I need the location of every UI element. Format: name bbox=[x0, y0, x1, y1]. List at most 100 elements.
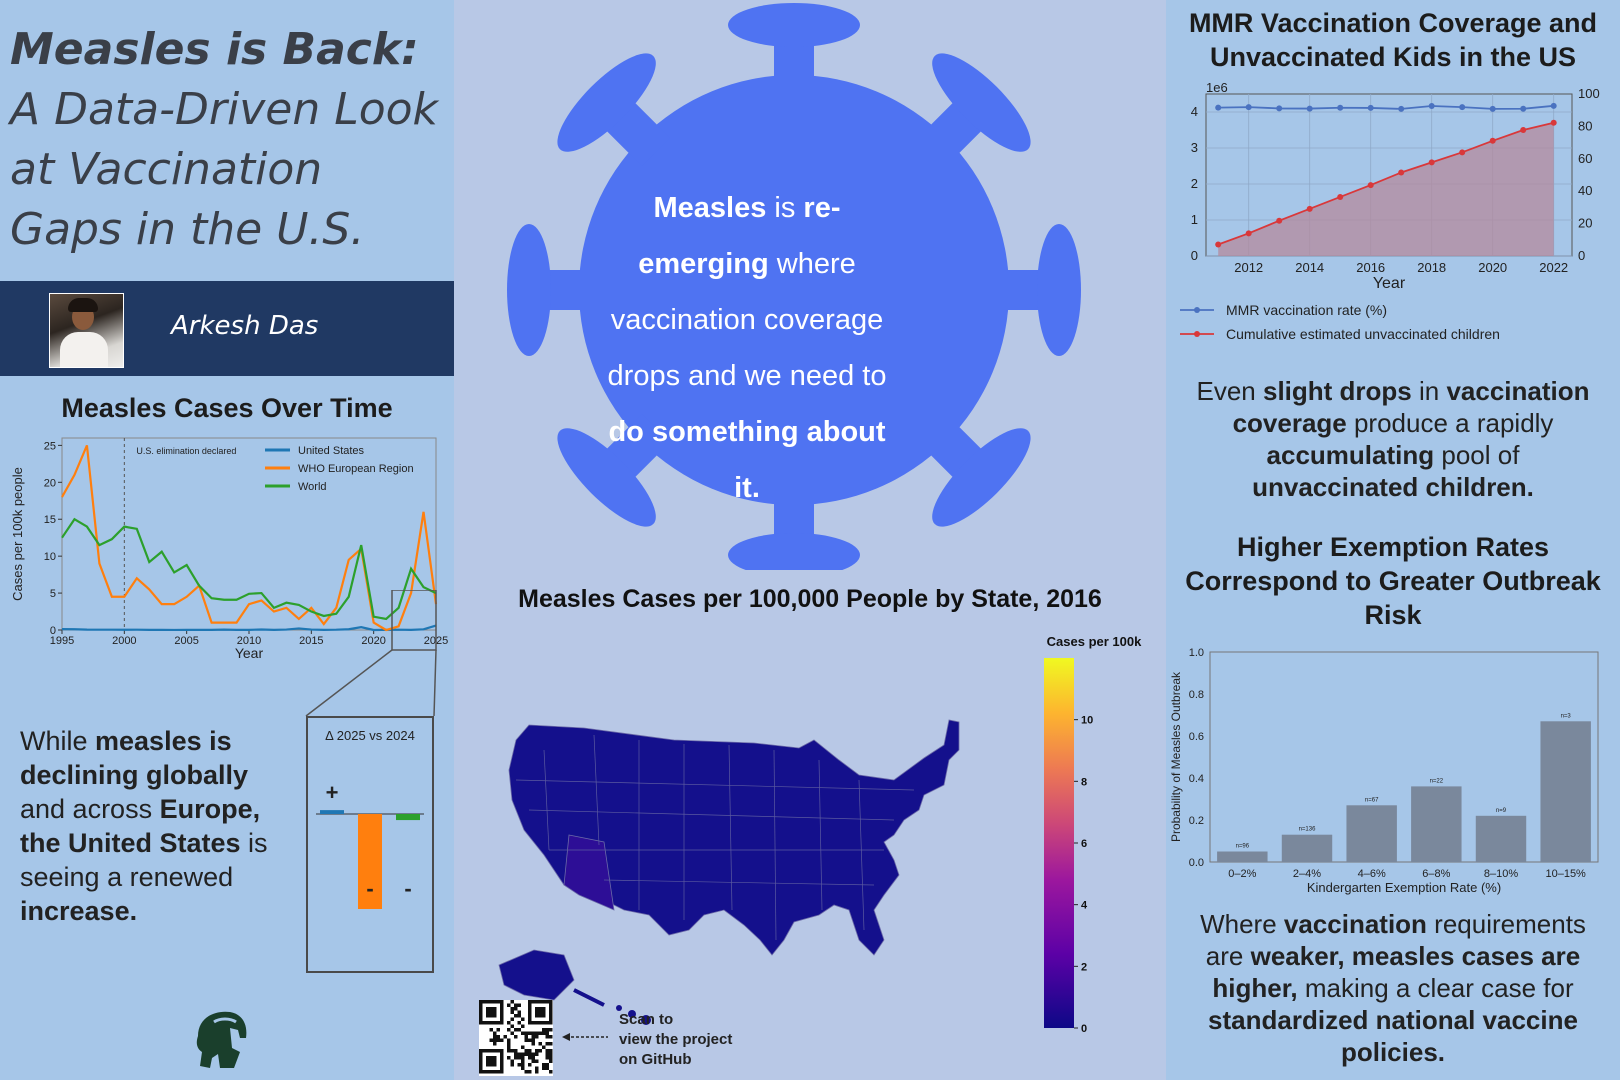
colorbar-tick-label: 4 bbox=[1081, 900, 1088, 912]
y-tick-label: 0.2 bbox=[1189, 815, 1204, 827]
qr-module bbox=[545, 1066, 549, 1070]
legend-label: WHO European Region bbox=[298, 463, 414, 475]
qr-module bbox=[542, 1066, 546, 1070]
qr-module bbox=[510, 1017, 514, 1021]
y2-tick-label: 20 bbox=[1578, 216, 1592, 231]
qr-module bbox=[507, 1038, 511, 1042]
data-point bbox=[1459, 104, 1466, 111]
qr-module bbox=[545, 1028, 549, 1032]
text-fragment: and across bbox=[20, 794, 160, 824]
legend-label: MMR vaccination rate (%) bbox=[1226, 302, 1387, 318]
qr-module bbox=[507, 1021, 511, 1025]
x-tick-label: 10–15% bbox=[1545, 868, 1586, 880]
y2-tick-label: 40 bbox=[1578, 183, 1592, 198]
text-fragment: produce a rapidly bbox=[1346, 408, 1554, 438]
qr-module bbox=[489, 1028, 493, 1032]
delta-bar bbox=[358, 814, 382, 909]
data-point bbox=[1245, 104, 1252, 111]
qr-module bbox=[531, 1056, 535, 1060]
qr-module bbox=[538, 1042, 542, 1046]
qr-module bbox=[489, 1038, 493, 1042]
qr-module bbox=[496, 1038, 500, 1042]
qr-module bbox=[507, 1045, 511, 1049]
delta-minus-label: - bbox=[366, 876, 373, 901]
qr-module bbox=[524, 1035, 528, 1039]
qr-module bbox=[535, 1035, 539, 1039]
y-tick-label: 1.0 bbox=[1189, 647, 1204, 659]
qr-module bbox=[521, 1059, 525, 1063]
plot-area bbox=[1209, 651, 1599, 863]
data-point bbox=[1367, 182, 1374, 189]
series-line bbox=[61, 517, 437, 621]
text-fragment: in bbox=[1411, 376, 1447, 406]
avatar bbox=[49, 293, 124, 368]
x-tick-label: 2016 bbox=[1356, 260, 1385, 275]
y-tick-label: 0 bbox=[50, 625, 56, 637]
right-summary-text-1: Even slight drops in vaccination coverag… bbox=[1181, 375, 1605, 503]
bar-count-label: n=67 bbox=[1365, 797, 1379, 803]
qr-module bbox=[521, 1031, 525, 1035]
qr-module bbox=[493, 1031, 497, 1035]
x-axis-label: Kindergarten Exemption Rate (%) bbox=[1307, 880, 1501, 895]
x-tick-label: 2010 bbox=[237, 635, 261, 647]
qr-module bbox=[514, 1049, 518, 1053]
exemption-chart-title: Higher Exemption Rates Correspond to Gre… bbox=[1185, 532, 1601, 630]
qr-module bbox=[521, 1024, 525, 1028]
bar-count-label: n=9 bbox=[1496, 808, 1507, 814]
left-panel: Measles is Back: A Data-Driven Look at V… bbox=[0, 0, 454, 1080]
data-point bbox=[1306, 105, 1313, 112]
exemption-bar bbox=[1217, 851, 1268, 862]
colorbar bbox=[1044, 658, 1074, 1028]
qr-module bbox=[524, 1038, 528, 1042]
x-tick-label: 1995 bbox=[50, 635, 74, 647]
qr-code-icon[interactable] bbox=[479, 1000, 553, 1076]
y2-tick-label: 80 bbox=[1578, 118, 1592, 133]
bar-count-label: n=136 bbox=[1299, 827, 1317, 833]
text-fragment: do something about it. bbox=[608, 416, 886, 504]
qr-module bbox=[507, 1028, 511, 1032]
legend-label: United States bbox=[298, 445, 365, 457]
qr-module bbox=[531, 1059, 535, 1063]
exemption-chart: 0.0 0.2 0.4 0.6 0.8 1.0 Probability of Measles… bbox=[1169, 647, 1599, 895]
colorbar-tick-label: 10 bbox=[1081, 715, 1093, 727]
data-point bbox=[1337, 104, 1344, 111]
qr-module bbox=[542, 1045, 546, 1049]
qr-module bbox=[514, 1035, 518, 1039]
delta-title: Δ 2025 vs 2024 bbox=[325, 728, 415, 743]
qr-module bbox=[549, 1056, 553, 1060]
y-tick-label: 5 bbox=[50, 588, 56, 600]
x-tick-label: 4–6% bbox=[1358, 868, 1386, 880]
data-point bbox=[1520, 127, 1527, 133]
data-point bbox=[1276, 105, 1283, 112]
exemption-bar bbox=[1346, 805, 1397, 862]
text-fragment: increase. bbox=[20, 896, 138, 926]
qr-module bbox=[549, 1070, 553, 1074]
x-axis-label: Year bbox=[235, 645, 264, 661]
qr-module bbox=[510, 1007, 514, 1011]
scan-caption: Scan to view the project on GitHub bbox=[619, 1010, 732, 1070]
qr-module bbox=[528, 1056, 532, 1060]
y2-tick-label: 60 bbox=[1578, 151, 1592, 166]
y2-tick-label: 100 bbox=[1578, 86, 1600, 101]
y-tick-label: 20 bbox=[44, 477, 56, 489]
y-tick-label: 0.0 bbox=[1189, 857, 1204, 869]
y-tick-label: 1 bbox=[1191, 212, 1198, 227]
text-fragment: making a clear case for bbox=[1297, 973, 1574, 1003]
qr-module bbox=[510, 1059, 514, 1063]
colorbar-tick-label: 0 bbox=[1081, 1023, 1087, 1035]
title-line-1: Measles is Back: bbox=[10, 24, 419, 75]
qr-module bbox=[521, 1045, 525, 1049]
right-panel: MMR Vaccination Coverage and Unvaccinate… bbox=[1166, 0, 1620, 1080]
x-axis-label: Year bbox=[1373, 275, 1406, 292]
qr-module bbox=[514, 1056, 518, 1060]
virus-icon bbox=[507, 3, 1081, 570]
delta-plus-label: + bbox=[326, 780, 339, 805]
poster-title: Measles is Back: A Data-Driven Look at V… bbox=[10, 20, 438, 260]
data-point bbox=[1245, 230, 1252, 237]
qr-module bbox=[549, 1049, 553, 1053]
y-tick-label: 2 bbox=[1191, 176, 1198, 191]
middle-panel: Measles is re-emerging where vaccination… bbox=[454, 0, 1166, 1080]
series-line bbox=[61, 444, 438, 632]
virus-spike-tip bbox=[728, 533, 860, 570]
legend-label: World bbox=[298, 481, 327, 493]
